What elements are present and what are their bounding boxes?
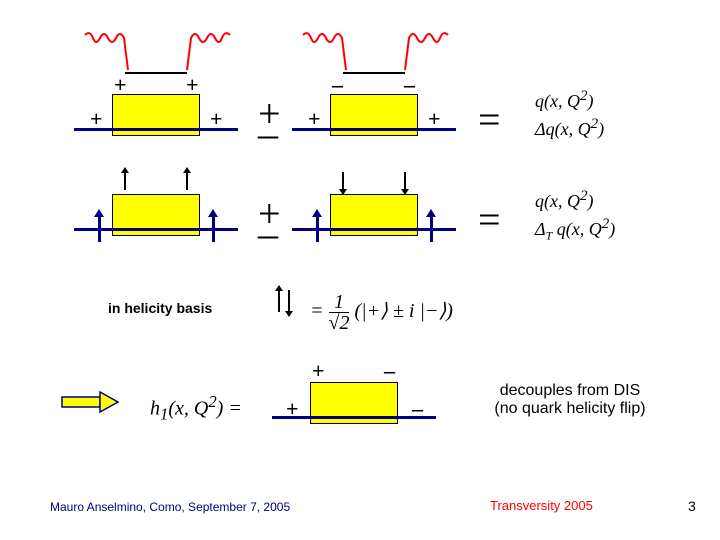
formula-q-1: q(x, Q2) xyxy=(535,88,594,112)
arrow-2b-bl xyxy=(316,216,319,242)
sign-1b-br: + xyxy=(428,106,441,132)
formula-dq-1: Δq(x, Q2) xyxy=(535,116,604,140)
formula-q-2: q(x, Q2) xyxy=(535,188,594,212)
sign-1a-br: + xyxy=(210,106,223,132)
photon-right-2 xyxy=(403,30,453,75)
photon-left-2 xyxy=(298,30,348,75)
footer-conf: Transversity 2005 xyxy=(490,498,593,513)
op-minus-under-1: – xyxy=(258,110,278,157)
sign-1a-tr: + xyxy=(186,72,199,98)
formula-dtq-2: ΔT q(x, Q2) xyxy=(535,216,615,244)
hel-arrow-up xyxy=(278,290,280,312)
arrow-2a-bl xyxy=(98,216,101,242)
sarrow-2b-tl xyxy=(342,172,344,190)
arrow-2a-br xyxy=(212,216,215,242)
sign-3-br: – xyxy=(412,396,423,422)
arrow-2b-br xyxy=(430,216,433,242)
sign-1a-bl: + xyxy=(90,106,103,132)
sarrow-2b-tr xyxy=(404,172,406,190)
top-line-1 xyxy=(125,72,187,74)
sign-3-tl: + xyxy=(312,358,325,384)
op-eq-2: = xyxy=(478,196,501,243)
sign-1b-tl: – xyxy=(332,72,343,98)
op-minus-under-2: – xyxy=(258,210,278,257)
sign-3-tr: – xyxy=(384,358,395,384)
decouples-text: decouples from DIS(no quark helicity fli… xyxy=(470,382,670,418)
photon-left-1 xyxy=(80,30,130,75)
top-line-2 xyxy=(343,72,405,74)
op-eq-1: = xyxy=(478,96,501,143)
big-arrow-icon xyxy=(60,390,120,414)
sign-1b-bl: + xyxy=(308,106,321,132)
sign-1a-tl: + xyxy=(114,72,127,98)
hel-arrow-down xyxy=(288,290,290,312)
photon-right-1 xyxy=(185,30,235,75)
sarrow-2a-tl xyxy=(124,172,126,190)
sarrow-2a-tr xyxy=(186,172,188,190)
helicity-label: in helicity basis xyxy=(108,300,212,316)
formula-h1: h1(x, Q2) = xyxy=(150,392,242,425)
footer-author: Mauro Anselmino, Como, September 7, 2005 xyxy=(50,500,290,514)
sign-1b-tr: – xyxy=(404,72,415,98)
page-number: 3 xyxy=(688,498,696,514)
sign-3-bl: + xyxy=(286,396,299,422)
helicity-formula: = 1√2 (|+⟩ ± i |−⟩) xyxy=(310,292,453,333)
